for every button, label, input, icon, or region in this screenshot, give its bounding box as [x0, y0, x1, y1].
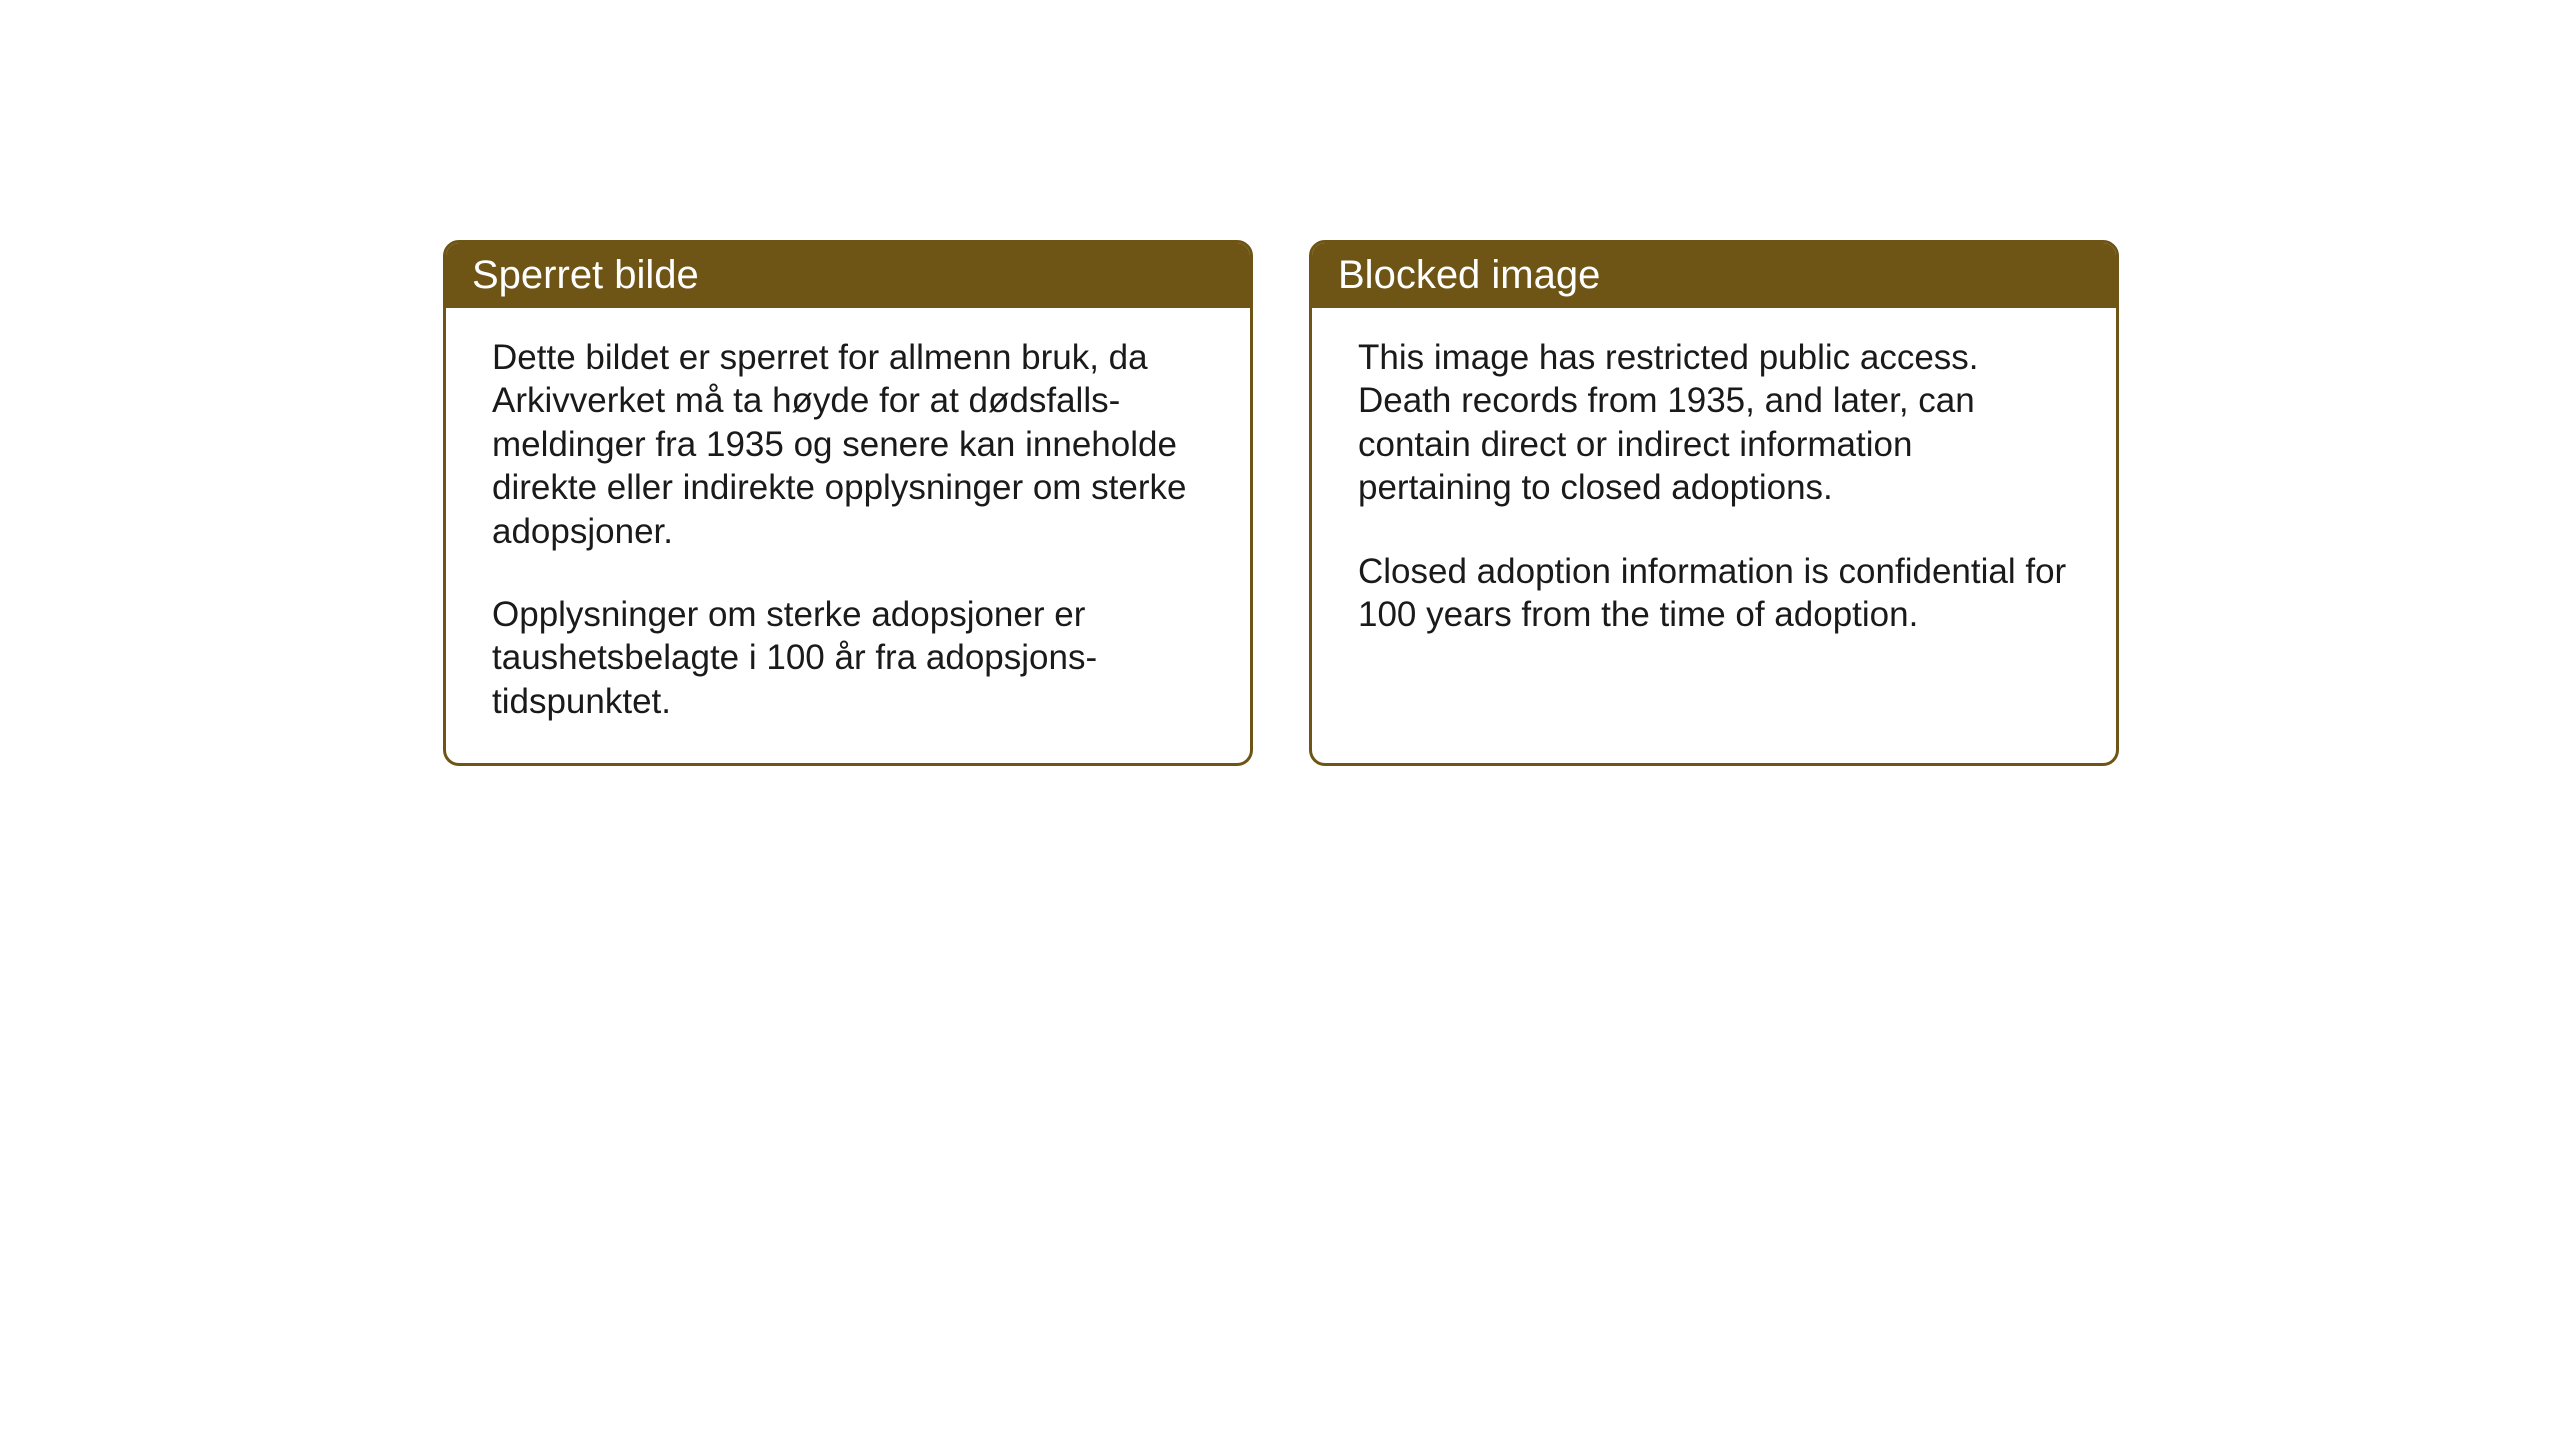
- notice-header-norwegian: Sperret bilde: [446, 243, 1250, 308]
- notice-paragraph-1-norwegian: Dette bildet er sperret for allmenn bruk…: [492, 336, 1204, 553]
- notice-card-norwegian: Sperret bilde Dette bildet er sperret fo…: [443, 240, 1253, 766]
- notice-title-norwegian: Sperret bilde: [472, 253, 699, 297]
- notice-paragraph-1-english: This image has restricted public access.…: [1358, 336, 2070, 510]
- notice-header-english: Blocked image: [1312, 243, 2116, 308]
- notice-paragraph-2-norwegian: Opplysninger om sterke adopsjoner er tau…: [492, 593, 1204, 723]
- notice-card-english: Blocked image This image has restricted …: [1309, 240, 2119, 766]
- notice-body-norwegian: Dette bildet er sperret for allmenn bruk…: [446, 308, 1250, 763]
- notice-title-english: Blocked image: [1338, 253, 1600, 297]
- notice-body-english: This image has restricted public access.…: [1312, 308, 2116, 738]
- notice-container: Sperret bilde Dette bildet er sperret fo…: [443, 240, 2119, 766]
- notice-paragraph-2-english: Closed adoption information is confident…: [1358, 550, 2070, 637]
